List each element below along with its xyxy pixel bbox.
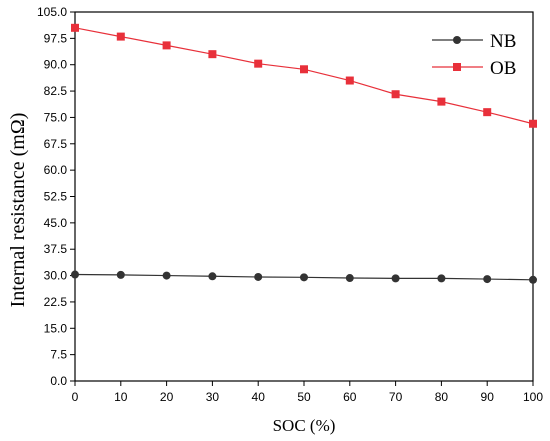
x-tick-label-1: 10 bbox=[114, 390, 128, 404]
x-tick-label-8: 80 bbox=[435, 390, 449, 404]
y-tick-label-5: 37.5 bbox=[44, 242, 68, 256]
x-tick-label-9: 90 bbox=[481, 390, 495, 404]
point-ob-10 bbox=[529, 119, 537, 128]
series-layer bbox=[71, 23, 537, 284]
point-nb-2 bbox=[162, 271, 171, 280]
x-axis-title: SOC (%) bbox=[273, 416, 336, 435]
point-ob-9 bbox=[483, 108, 492, 117]
point-nb-8 bbox=[437, 274, 446, 283]
y-tick-label-9: 67.5 bbox=[44, 137, 68, 151]
series-line-ob bbox=[74, 27, 534, 125]
point-nb-6 bbox=[345, 274, 354, 283]
point-nb-7 bbox=[391, 274, 400, 283]
y-tick-label-3: 22.5 bbox=[44, 295, 68, 309]
x-tick-label-7: 70 bbox=[389, 390, 403, 404]
y-tick-label-2: 15.0 bbox=[44, 321, 68, 335]
point-ob-5 bbox=[300, 65, 308, 74]
legend-label-nb: NB bbox=[490, 31, 516, 52]
y-tick-label-6: 45.0 bbox=[44, 216, 68, 230]
point-nb-3 bbox=[208, 272, 217, 281]
y-tick-label-8: 60.0 bbox=[44, 163, 68, 177]
y-tick-label-4: 30.0 bbox=[44, 269, 68, 283]
x-tick-label-10: 100 bbox=[523, 390, 543, 404]
y-tick-label-7: 52.5 bbox=[44, 190, 68, 204]
y-axis-title: Internal resistance (mΩ) bbox=[7, 113, 29, 308]
y-tick-label-10: 75.0 bbox=[44, 110, 68, 124]
point-ob-1 bbox=[116, 32, 125, 41]
legend-label-ob: OB bbox=[490, 58, 516, 79]
point-ob-4 bbox=[254, 59, 263, 68]
point-ob-0 bbox=[71, 23, 79, 32]
y-axis: 0.0 7.5 15.0 22.5 30.0 37.5 45.0 52.5 60.0 67.5 75… bbox=[37, 5, 75, 388]
point-ob-3 bbox=[208, 50, 217, 59]
y-tick-label-1: 7.5 bbox=[50, 348, 67, 362]
legend-marker-ob bbox=[453, 63, 461, 71]
x-tick-label-4: 40 bbox=[252, 390, 266, 404]
x-tick-label-0: 0 bbox=[72, 390, 79, 404]
point-nb-9 bbox=[483, 275, 492, 284]
point-nb-5 bbox=[300, 273, 308, 282]
point-nb-1 bbox=[116, 270, 125, 279]
x-tick-label-6: 60 bbox=[343, 390, 357, 404]
point-ob-2 bbox=[162, 41, 171, 50]
x-tick-label-2: 20 bbox=[160, 390, 174, 404]
point-nb-10 bbox=[529, 275, 537, 284]
y-tick-label-14: 105.0 bbox=[37, 5, 67, 19]
x-axis: 0 10 20 30 40 50 60 70 80 90 100 bbox=[72, 381, 543, 404]
y-tick-label-0: 0.0 bbox=[50, 374, 67, 388]
y-tick-label-11: 82.5 bbox=[44, 84, 68, 98]
legend: NB OB bbox=[432, 31, 516, 79]
x-tick-label-3: 30 bbox=[206, 390, 220, 404]
legend-marker-nb bbox=[453, 36, 461, 44]
y-tick-label-12: 90.0 bbox=[44, 58, 68, 72]
y-tick-label-13: 97.5 bbox=[44, 31, 68, 45]
x-tick-label-5: 50 bbox=[297, 390, 311, 404]
point-ob-8 bbox=[437, 97, 446, 106]
point-nb-0 bbox=[71, 270, 79, 279]
point-ob-7 bbox=[391, 90, 400, 99]
point-nb-4 bbox=[254, 272, 263, 281]
point-ob-6 bbox=[345, 76, 354, 85]
